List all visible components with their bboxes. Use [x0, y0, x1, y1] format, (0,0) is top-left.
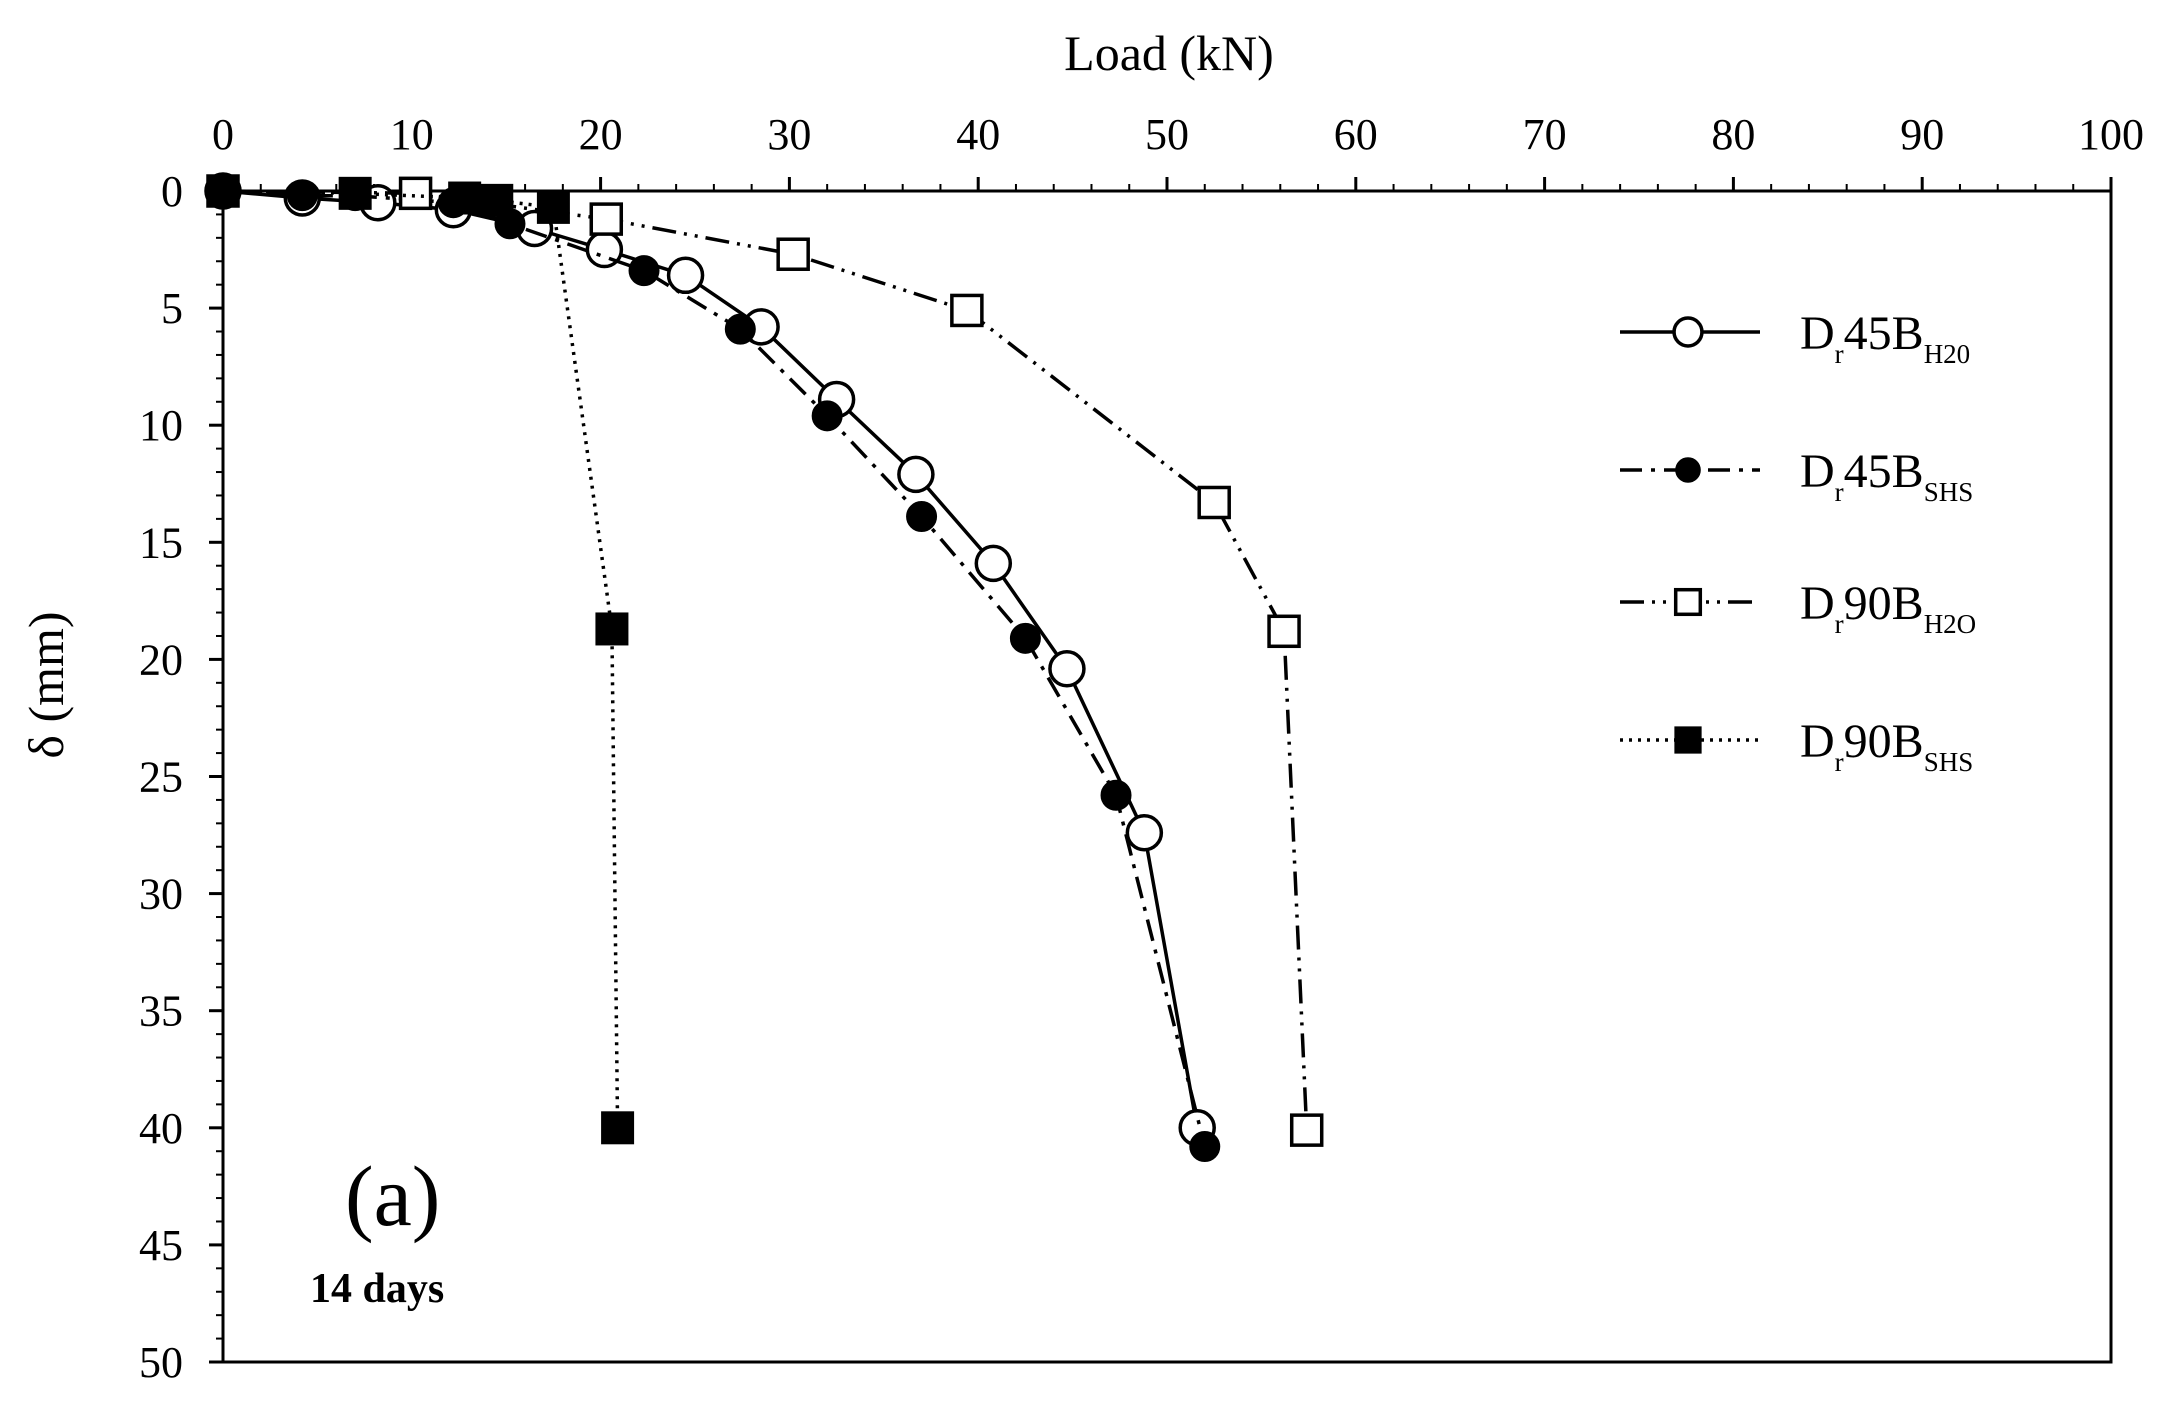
legend-label: Dr90BH2O — [1800, 577, 1976, 639]
open-circle-marker — [1125, 813, 1164, 852]
series-line — [222, 189, 1309, 1131]
series-layer — [204, 172, 1324, 1163]
open-circle-marker — [1672, 316, 1704, 348]
filled-square-marker — [536, 190, 570, 224]
x-tick-label: 0 — [212, 110, 234, 159]
open-circle-marker — [974, 544, 1013, 583]
filled-circle-marker — [906, 501, 938, 533]
x-tick-label: 40 — [956, 110, 1000, 159]
legend-item-Dr45BSHS: Dr45BSHS — [1620, 445, 1973, 507]
panel-label: (a) — [345, 1148, 440, 1244]
open-circle-marker — [1048, 650, 1086, 688]
legend-subscript: H2O — [1924, 609, 1977, 639]
open-square-marker — [776, 237, 810, 271]
legend-subscript: r — [1835, 339, 1844, 369]
filled-square-marker — [1674, 726, 1702, 754]
x-tick-label: 20 — [579, 110, 623, 159]
filled-square-marker — [338, 176, 372, 210]
x-tick-label: 30 — [767, 110, 811, 159]
filled-circle-marker — [286, 180, 318, 212]
filled-square-marker — [480, 183, 514, 217]
series-line — [222, 189, 620, 1128]
open-square-marker — [1197, 485, 1231, 520]
x-tick-label: 60 — [1334, 110, 1378, 159]
legend-subscript: r — [1835, 477, 1844, 507]
open-square-marker — [398, 176, 433, 211]
legend-label: Dr45BH20 — [1800, 307, 1970, 369]
legend-text-part: 45B — [1844, 307, 1924, 360]
legend-text-part: 45B — [1844, 445, 1924, 498]
x-tick-label: 10 — [390, 110, 434, 159]
series-Dr90BSHS — [206, 174, 635, 1145]
x-tick-label: 100 — [2078, 110, 2144, 159]
y-tick-label: 35 — [139, 987, 183, 1036]
plot-frame — [221, 189, 2113, 1364]
legend-item-Dr90BSHS: Dr90BSHS — [1620, 715, 1973, 777]
panel-note: 14 days — [310, 1266, 444, 1312]
filled-square-marker — [448, 181, 482, 215]
series-line — [222, 189, 1207, 1147]
y-axis-title: δ (mm) — [18, 611, 74, 758]
open-square-marker — [1267, 614, 1301, 649]
axes: 0 10 20 30 40 50 60 70 80 90 100 0 5 10 15 20 25 30 35 40 45… — [139, 110, 2144, 1387]
y-tick-label: 25 — [139, 753, 183, 802]
legend-label: Dr90BSHS — [1800, 715, 1973, 777]
open-square-marker — [1289, 1113, 1324, 1147]
filled-circle-marker — [811, 400, 843, 432]
open-circle-marker — [666, 256, 705, 295]
filled-square-marker — [595, 612, 629, 646]
filled-circle-marker — [1189, 1131, 1221, 1163]
filled-circle-marker — [724, 313, 756, 345]
series-Dr90BH2O — [206, 174, 1324, 1147]
legend-text-part: D — [1800, 577, 1835, 630]
y-tick-label: 0 — [161, 167, 183, 216]
y-tick-label: 15 — [139, 518, 183, 567]
open-square-marker — [950, 293, 984, 328]
filled-square-marker — [601, 1111, 635, 1145]
legend-text-part: 90B — [1844, 577, 1924, 630]
series-Dr45BH20 — [204, 172, 1216, 1147]
y-tick-label: 5 — [161, 284, 183, 333]
y-tick-label: 20 — [139, 635, 183, 684]
legend-label: Dr45BSHS — [1800, 445, 1973, 507]
y-tick-label: 45 — [139, 1221, 183, 1270]
legend-subscript: H20 — [1924, 339, 1971, 369]
y-tick-label: 50 — [139, 1338, 183, 1387]
legend-item-Dr90BH2O: Dr90BH2O — [1620, 577, 1976, 639]
legend-subscript: SHS — [1924, 477, 1974, 507]
x-tick-label: 70 — [1523, 110, 1567, 159]
legend-text-part: D — [1800, 307, 1835, 360]
legend-text-part: D — [1800, 445, 1835, 498]
legend-subscript: r — [1835, 747, 1844, 777]
x-tick-label: 90 — [1900, 110, 1944, 159]
y-tick-label: 10 — [139, 401, 183, 450]
x-tick-label: 80 — [1711, 110, 1755, 159]
open-circle-marker — [897, 455, 935, 494]
filled-circle-marker — [1009, 622, 1041, 654]
x-axis-title: Load (kN) — [1064, 25, 1274, 81]
filled-circle-marker — [628, 255, 660, 287]
filled-circle-marker — [1100, 779, 1132, 811]
y-tick-label: 30 — [139, 870, 183, 919]
x-tick-label: 50 — [1145, 110, 1189, 159]
legend-subscript: r — [1835, 609, 1844, 639]
legend-item-Dr45BH20: Dr45BH20 — [1620, 307, 1970, 369]
open-square-marker — [589, 202, 624, 236]
open-square-marker — [1673, 587, 1703, 617]
filled-square-marker — [206, 174, 240, 208]
y-tick-label: 40 — [139, 1104, 183, 1153]
legend-subscript: SHS — [1924, 747, 1974, 777]
filled-circle-marker — [1675, 457, 1701, 483]
legend-text-part: 90B — [1844, 715, 1924, 768]
legend-text-part: D — [1800, 715, 1835, 768]
